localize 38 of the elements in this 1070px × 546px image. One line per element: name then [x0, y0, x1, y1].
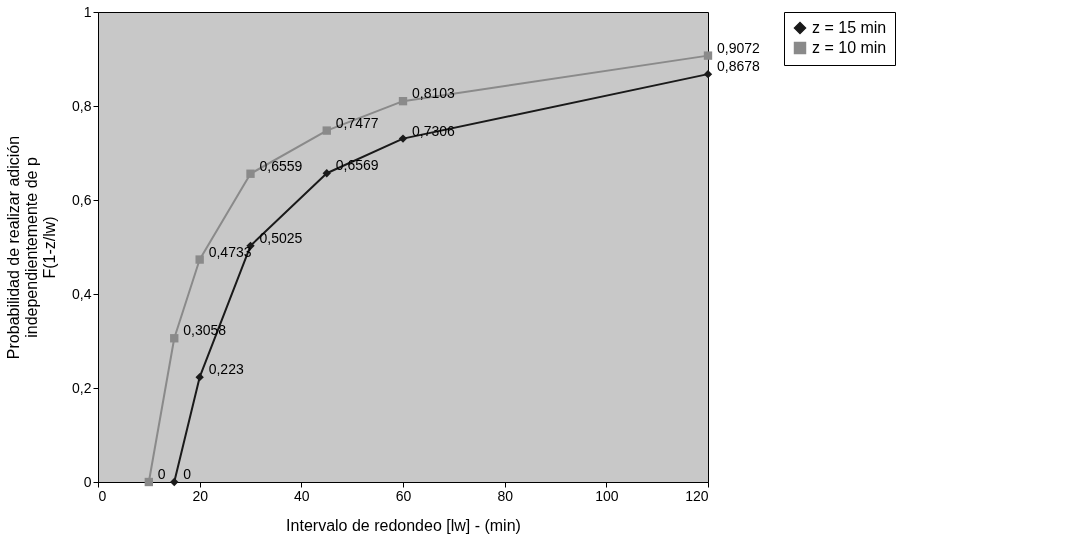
data-label: 0,6559 [259, 157, 303, 174]
x-tick-label: 80 [497, 487, 514, 504]
data-label: 0 [157, 466, 166, 482]
point [246, 169, 255, 178]
y-axis-title: Probabilidad de realizar adición independientemente de p F(1-z/lw) [5, 135, 59, 360]
point [322, 169, 331, 178]
x-axis-title: Intervalo de redondeo [lw] - (min) [286, 516, 521, 534]
x-tick-label: 20 [192, 487, 209, 504]
x-tick-label: 100 [595, 487, 619, 504]
legend-label: z = 15 min [812, 19, 887, 36]
point [195, 373, 204, 382]
legend-label: z = 10 min [812, 39, 887, 56]
data-label: 0,8103 [412, 85, 456, 102]
point [322, 126, 331, 135]
x-tick-label: 120 [685, 487, 709, 504]
y-tick-label: 1 [83, 3, 92, 20]
x-tick-label: 0 [98, 487, 107, 504]
point [170, 477, 179, 487]
point [398, 96, 408, 106]
point [398, 134, 408, 143]
data-label: 0,8678 [717, 58, 761, 75]
y-tick-label: 0,8 [72, 97, 92, 114]
data-label: 0,7477 [335, 114, 379, 131]
point [144, 477, 154, 487]
point [703, 69, 713, 79]
y-tick-label: 0,4 [72, 285, 92, 302]
y-tick-label: 0 [83, 473, 92, 490]
point [170, 334, 179, 343]
point [195, 255, 204, 264]
data-label: 0,9072 [717, 39, 761, 56]
y-tick-label: 0,2 [72, 379, 92, 396]
x-tick-label: 60 [395, 487, 412, 504]
data-label: 0,5025 [259, 229, 303, 246]
point [703, 51, 713, 60]
y-tick-label: 0,6 [72, 191, 92, 208]
data-label: 0,223 [208, 361, 244, 378]
data-label: 0 [183, 466, 192, 482]
x-tick-label: 40 [294, 487, 310, 504]
